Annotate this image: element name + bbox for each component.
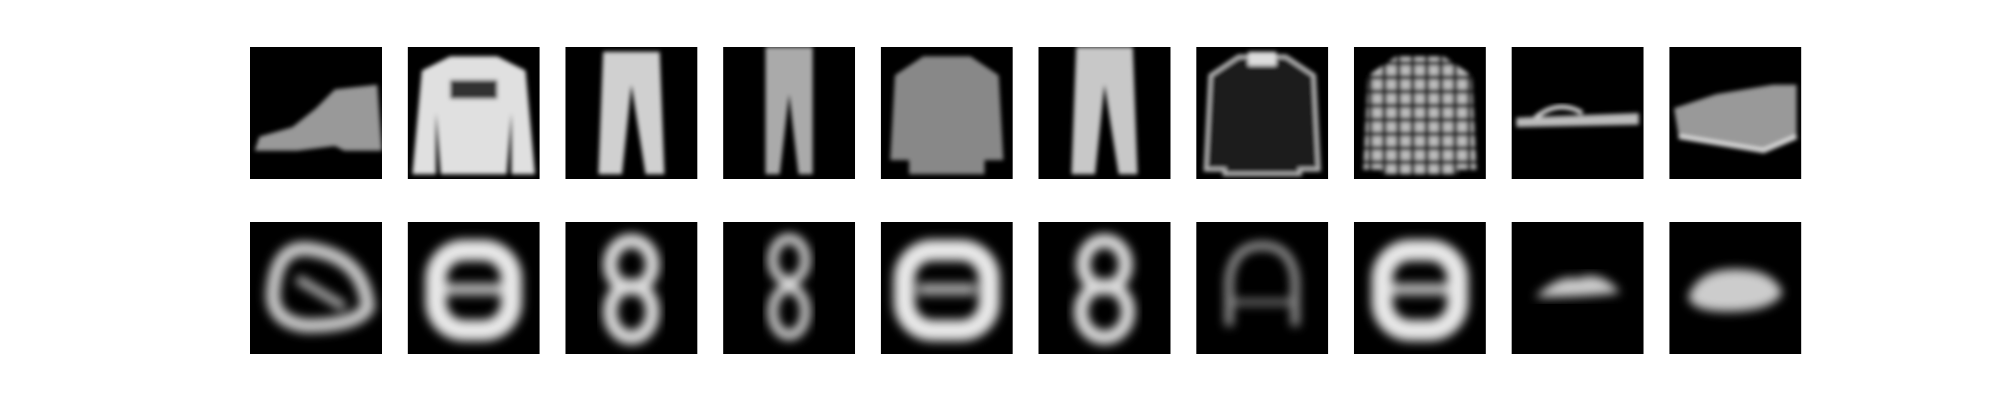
image-shape — [1516, 113, 1639, 128]
image-shape — [450, 80, 498, 99]
image-shape — [412, 56, 535, 175]
image-shape — [445, 283, 502, 296]
original-image — [407, 47, 540, 179]
image-shape — [767, 283, 811, 340]
image-shape — [294, 274, 347, 311]
image-shape — [1688, 269, 1783, 312]
image-shape — [1533, 104, 1584, 120]
image-shape — [890, 56, 1004, 175]
image-shape — [1535, 275, 1621, 298]
reconstruction-image — [1511, 222, 1644, 354]
image-content — [265, 241, 376, 333]
original-image — [1038, 47, 1171, 179]
original-image — [565, 47, 698, 179]
original-image — [1196, 47, 1329, 179]
reconstruction-image — [880, 222, 1013, 354]
image-shape — [603, 278, 660, 345]
image-shape — [1073, 278, 1136, 345]
image-shape — [1678, 134, 1798, 154]
image-content — [254, 84, 382, 151]
image-shape — [765, 47, 813, 175]
image-content — [603, 233, 660, 345]
image-content — [1363, 56, 1477, 175]
image-content — [1073, 233, 1136, 345]
image-shape — [1391, 283, 1449, 296]
image-shape — [1363, 56, 1477, 175]
image-content — [1688, 269, 1783, 312]
original-image — [1353, 47, 1486, 179]
image-shape — [893, 239, 1000, 342]
image-content — [1516, 104, 1639, 128]
original-image — [1669, 47, 1802, 179]
original-image — [723, 47, 856, 179]
image-shape — [1674, 84, 1797, 151]
image-content — [598, 51, 665, 175]
image-content — [425, 239, 523, 342]
image-shape — [1071, 47, 1138, 175]
image-content — [1674, 84, 1798, 154]
image-shape — [1248, 51, 1277, 66]
image-content — [1371, 239, 1469, 342]
reconstruction-image — [1669, 222, 1802, 354]
image-shape — [265, 241, 376, 333]
image-content — [890, 56, 1004, 175]
image-shape — [1203, 54, 1321, 177]
reconstruction-image — [250, 222, 382, 354]
original-image — [1511, 47, 1644, 179]
image-content — [1225, 241, 1299, 326]
image-content — [765, 47, 813, 175]
image-shape — [254, 84, 382, 151]
image-content — [1071, 47, 1138, 175]
reconstruction-image — [407, 222, 540, 354]
image-shape — [1225, 241, 1299, 326]
reconstruction-image — [1353, 222, 1486, 354]
image-shape — [598, 51, 665, 175]
image-content — [767, 233, 811, 340]
reconstruction-image — [1038, 222, 1171, 354]
original-image — [250, 47, 382, 179]
reconstruction-image — [565, 222, 698, 354]
image-shape — [767, 233, 811, 286]
image-shape — [425, 239, 523, 342]
image-shape — [918, 283, 976, 296]
image-content — [1535, 275, 1621, 298]
image-content — [412, 56, 535, 175]
image-shape — [1371, 239, 1469, 342]
image-content — [893, 239, 1000, 342]
reconstruction-image — [1196, 222, 1329, 354]
original-image — [880, 47, 1013, 179]
reconstruction-image — [723, 222, 856, 354]
image-content — [1203, 51, 1321, 177]
